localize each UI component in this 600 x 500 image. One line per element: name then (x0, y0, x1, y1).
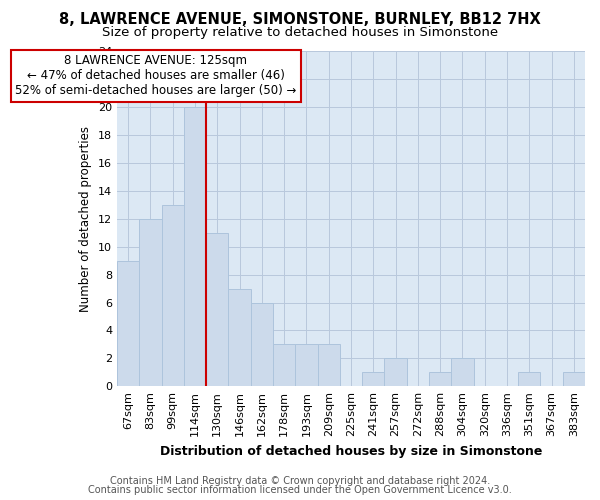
Bar (184, 108, 206, 386)
Bar (385, 358, 407, 386)
Bar (251, 302, 273, 386)
Text: 8 LAWRENCE AVENUE: 125sqm
← 47% of detached houses are smaller (46)
52% of semi-: 8 LAWRENCE AVENUE: 125sqm ← 47% of detac… (15, 54, 296, 98)
Bar (518, 372, 541, 386)
Y-axis label: Number of detached properties: Number of detached properties (79, 126, 92, 312)
Bar (161, 205, 184, 386)
Bar (429, 372, 451, 386)
Bar (206, 233, 229, 386)
X-axis label: Distribution of detached houses by size in Simonstone: Distribution of detached houses by size … (160, 444, 542, 458)
Bar (139, 219, 161, 386)
Bar (273, 344, 295, 386)
Text: Contains public sector information licensed under the Open Government Licence v3: Contains public sector information licen… (88, 485, 512, 495)
Bar (295, 344, 317, 386)
Bar (317, 344, 340, 386)
Bar (117, 260, 139, 386)
Bar (563, 372, 585, 386)
Bar (362, 372, 385, 386)
Text: Contains HM Land Registry data © Crown copyright and database right 2024.: Contains HM Land Registry data © Crown c… (110, 476, 490, 486)
Bar (451, 358, 473, 386)
Text: 8, LAWRENCE AVENUE, SIMONSTONE, BURNLEY, BB12 7HX: 8, LAWRENCE AVENUE, SIMONSTONE, BURNLEY,… (59, 12, 541, 28)
Bar (229, 288, 251, 386)
Text: Size of property relative to detached houses in Simonstone: Size of property relative to detached ho… (102, 26, 498, 39)
